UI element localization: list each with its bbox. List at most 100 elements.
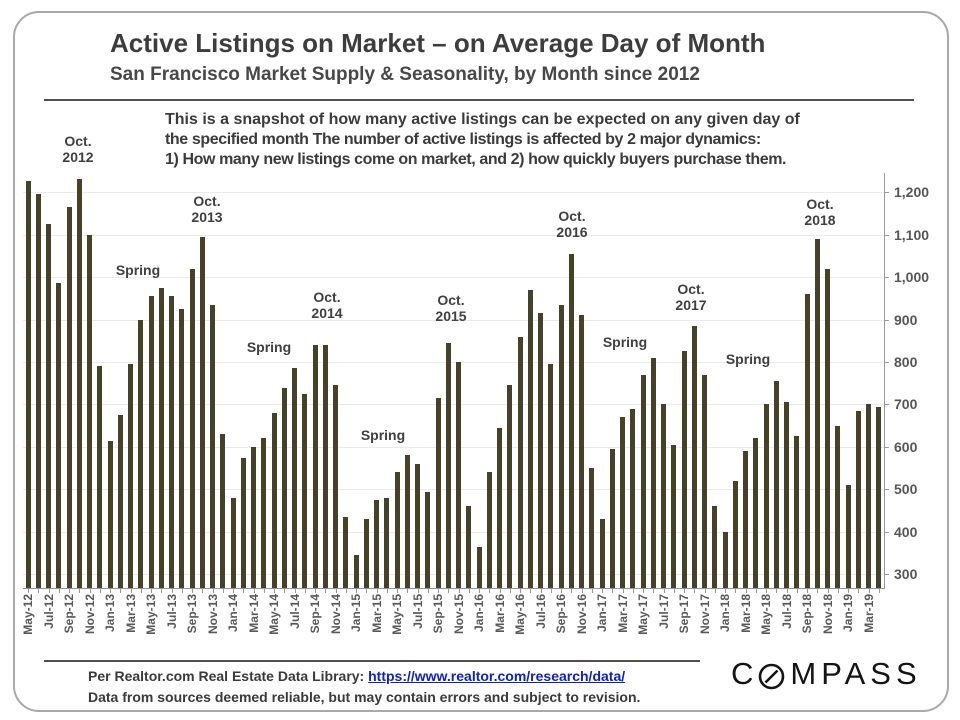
x-axis-tick [202, 589, 204, 593]
x-axis-tick [345, 589, 347, 593]
bar-Apr-19 [876, 406, 882, 588]
x-axis-tick [79, 589, 81, 593]
x-axis-tick [550, 589, 552, 593]
gridline [23, 234, 884, 236]
x-axis-label: May-12 [21, 594, 36, 635]
bar-Feb-19 [855, 410, 861, 588]
spring-label: Spring [246, 339, 292, 355]
spring-label: Spring [360, 427, 406, 443]
page-title: Active Listings on Market – on Average D… [110, 28, 766, 58]
bar-Feb-13 [117, 415, 123, 588]
spring-label: Spring [725, 351, 771, 367]
y-axis-tick [884, 404, 889, 406]
bar-Sep-16 [558, 304, 564, 588]
y-axis-tick [884, 234, 889, 236]
bar-Mar-16 [497, 427, 502, 588]
x-axis-tick [827, 589, 829, 593]
x-axis-label: Mar-17 [615, 594, 630, 633]
compass-logo-c: C [731, 656, 759, 691]
x-axis-label: Jul-13 [164, 594, 179, 629]
bar-Jul-18 [784, 402, 789, 588]
x-axis-tick [540, 589, 542, 593]
x-axis-tick [581, 589, 583, 593]
chart-description-line: This is a snapshot of how many active li… [165, 111, 800, 128]
y-axis-tick [884, 489, 889, 491]
bar-Aug-13 [179, 308, 185, 588]
bar-Jan-18 [722, 531, 728, 588]
x-axis-tick [171, 589, 173, 593]
x-axis-tick [335, 589, 337, 593]
x-axis-tick [284, 589, 286, 593]
x-axis-tick [509, 589, 511, 593]
x-axis-tick [653, 589, 655, 593]
bar-Jan-14 [230, 497, 236, 588]
bar-Feb-15 [363, 519, 369, 588]
bar-Oct-17 [691, 325, 697, 588]
x-axis-label: Sep-15 [431, 594, 446, 634]
bar-Oct-18 [814, 238, 820, 588]
bar-Sep-13 [189, 268, 195, 588]
bar-Oct-15 [445, 342, 451, 588]
page-subtitle: San Francisco Market Supply & Seasonalit… [110, 64, 700, 85]
x-axis-tick [520, 589, 522, 593]
source-prefix: Per Realtor.com Real Estate Data Library… [88, 668, 369, 684]
x-axis-tick [602, 589, 604, 593]
x-axis-label: May-15 [390, 594, 405, 635]
source-link[interactable]: https://www.realtor.com/research/data/ [368, 668, 626, 684]
x-axis-tick [837, 589, 839, 593]
y-axis-label: 400 [894, 523, 918, 540]
x-axis-tick [694, 589, 696, 593]
x-axis-tick [397, 589, 399, 593]
bar-Mar-18 [743, 451, 748, 588]
y-axis-tick [884, 277, 889, 278]
bar-May-16 [517, 336, 523, 588]
x-axis-tick [479, 589, 481, 593]
x-axis-tick [161, 589, 163, 593]
x-axis-tick [766, 589, 768, 593]
x-axis-label: Jul-16 [533, 594, 548, 629]
x-axis-line [23, 588, 885, 589]
x-axis-tick [274, 589, 276, 593]
bar-May-18 [763, 404, 769, 588]
bar-Jun-13 [158, 287, 164, 588]
x-axis-tick [786, 589, 788, 593]
bar-Jul-12 [46, 223, 51, 588]
bar-Jan-15 [353, 555, 359, 588]
bar-Nov-15 [456, 362, 461, 588]
bar-Jul-17 [661, 404, 666, 588]
bar-Feb-16 [486, 472, 492, 588]
y-axis-label: 300 [894, 566, 918, 583]
bar-Jun-15 [404, 455, 410, 588]
bar-Aug-12 [56, 283, 62, 588]
x-axis-tick [89, 589, 91, 593]
bar-Apr-16 [507, 385, 513, 588]
bar-Oct-12 [76, 179, 82, 588]
bar-Jun-16 [527, 289, 533, 588]
bar-Nov-17 [702, 374, 707, 588]
x-axis-tick [192, 589, 194, 593]
x-axis-label: Mar-15 [369, 594, 384, 633]
x-axis-tick [427, 589, 429, 593]
x-axis-tick [468, 589, 470, 593]
x-axis-label: Jan-16 [472, 594, 487, 633]
bar-Apr-14 [261, 438, 267, 588]
bar-Dec-16 [589, 468, 595, 588]
y-axis-label: 700 [894, 396, 918, 413]
x-axis-tick [243, 589, 245, 593]
y-axis-tick [884, 319, 889, 321]
bar-Sep-18 [804, 294, 810, 588]
gridline [23, 362, 884, 363]
x-axis-tick [38, 589, 40, 593]
x-axis-tick [796, 589, 798, 593]
x-axis-label: May-17 [636, 594, 651, 635]
bar-Jan-16 [476, 546, 482, 588]
bar-Jul-13 [169, 296, 174, 588]
x-axis-label: Jan-14 [226, 594, 241, 633]
bar-May-12 [25, 181, 31, 588]
bar-Sep-12 [66, 206, 72, 588]
x-axis-tick [561, 589, 563, 593]
x-axis-tick [489, 589, 491, 593]
bar-Apr-17 [630, 408, 636, 588]
x-axis-label: Jan-18 [718, 594, 733, 633]
x-axis-label: Nov-12 [82, 594, 97, 635]
